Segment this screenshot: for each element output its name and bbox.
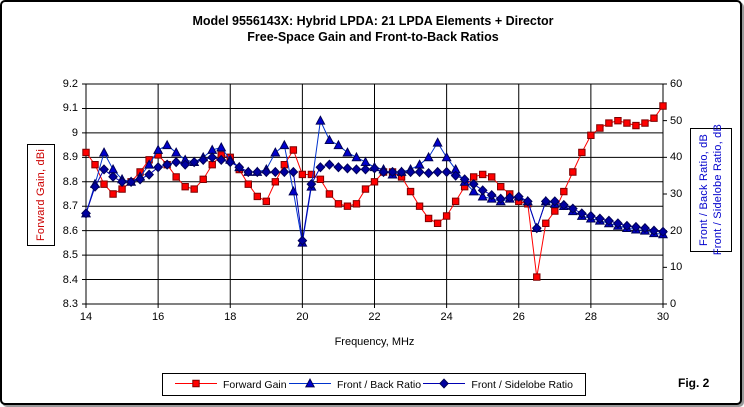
legend-item-front-sidelobe-ratio: Front / Sidelobe Ratio: [423, 376, 573, 394]
tick-label: 30: [656, 311, 670, 323]
tick-label: 8.6: [62, 224, 78, 237]
tick-label: 60: [670, 78, 683, 90]
y-axis-right-title-line1: Front / Back Ratio, dB: [697, 134, 710, 246]
tick-label: 8.5: [62, 249, 78, 262]
legend-label: Forward Gain: [223, 378, 287, 391]
tick-label: 8.9: [62, 151, 78, 164]
tick-label: 20: [296, 311, 309, 323]
legend: Forward Gain Front / Back Ratio Front / …: [162, 373, 586, 396]
y-axis-right-title-line2: Front / Sidelobe Ratio, dB: [711, 124, 724, 256]
front-back-ratio-marker-icon: [289, 376, 331, 394]
tick-label: 40: [670, 151, 683, 164]
tick-label: 22: [368, 311, 381, 323]
tick-label: 9.2: [62, 78, 78, 90]
x-axis-title: Frequency, MHz: [334, 336, 415, 348]
front-sidelobe-ratio-marker-icon: [423, 376, 466, 394]
tick-label: 26: [512, 311, 525, 323]
tick-label: 9: [71, 126, 78, 139]
tick-label: 10: [670, 261, 683, 274]
chart-title: Model 9556143X: Hybrid LPDA: 21 LPDA Ele…: [192, 14, 554, 28]
tick-label: 8.8: [62, 175, 78, 188]
chart-title-block: Model 9556143X: Hybrid LPDA: 21 LPDA Ele…: [2, 13, 740, 45]
tick-label: 24: [440, 311, 453, 323]
tick-label: 30: [670, 188, 683, 200]
tick-label: 18: [224, 311, 237, 323]
legend-label: Front / Sidelobe Ratio: [471, 378, 573, 391]
tick-label: 9.1: [62, 102, 78, 115]
tick-label: 0: [670, 298, 677, 310]
tick-label: 16: [152, 311, 165, 323]
chart-subtitle: Free-Space Gain and Front-to-Back Ratios: [247, 30, 499, 44]
legend-label: Front / Back Ratio: [337, 378, 422, 391]
tick-label: 14: [79, 311, 93, 323]
tick-label: 8.4: [62, 273, 78, 286]
y-axis-left-title-box: Forward Gain, dBi: [27, 144, 55, 246]
tick-label: 50: [670, 114, 683, 127]
legend-item-forward-gain: Forward Gain: [175, 376, 287, 394]
tick-label: 20: [670, 224, 683, 237]
figure-number: Fig. 2: [678, 376, 710, 390]
legend-item-front-back-ratio: Front / Back Ratio: [289, 376, 421, 394]
tick-label: 28: [584, 311, 597, 323]
y-axis-right-title-box: Front / Back Ratio, dB Front / Sidelobe …: [690, 124, 732, 256]
forward-gain-marker-icon: [175, 376, 217, 394]
tick-label: 8.7: [62, 200, 78, 213]
y-axis-left-title: Forward Gain, dBi: [34, 148, 47, 242]
tick-label: 8.3: [62, 298, 78, 310]
